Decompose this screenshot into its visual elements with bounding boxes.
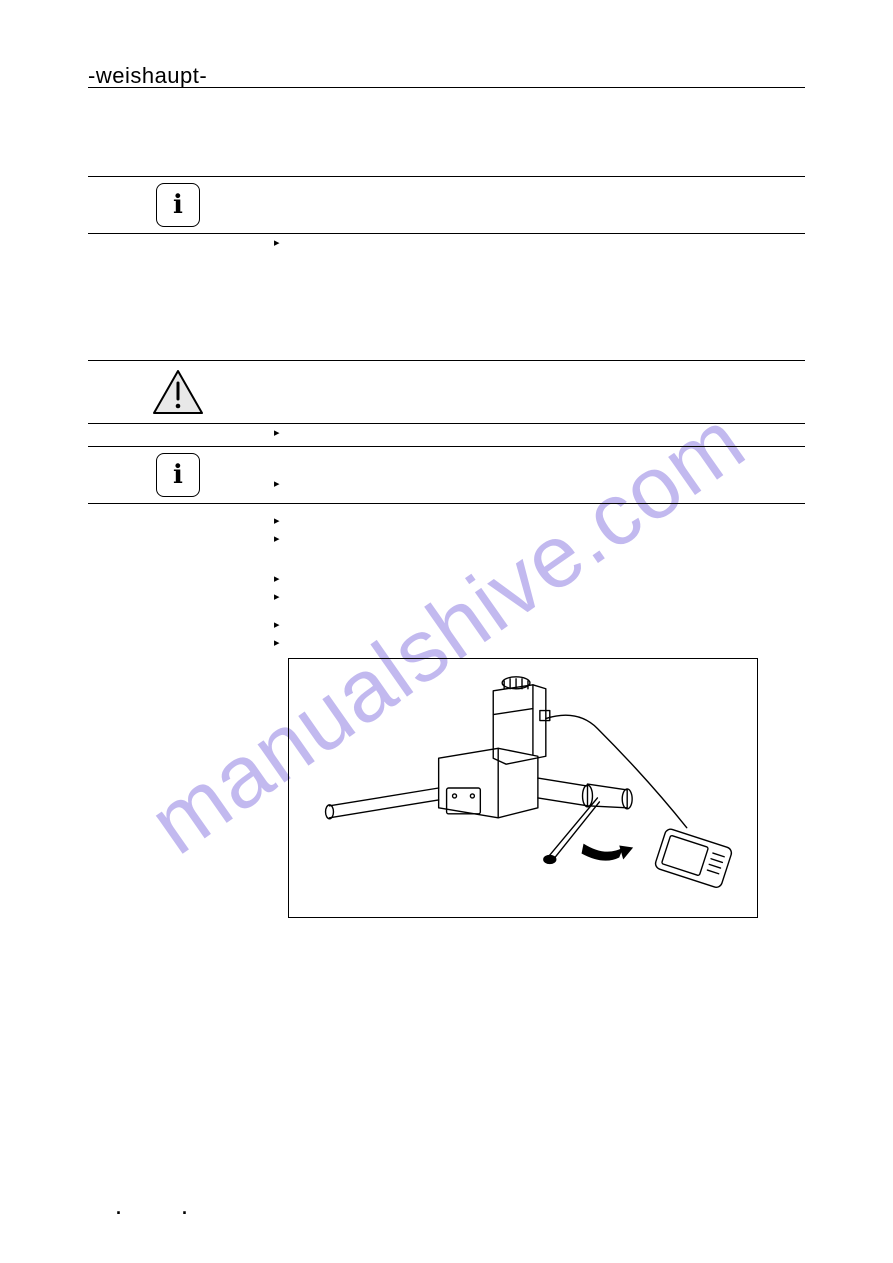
list-item — [288, 570, 805, 588]
info-icon: ℹ — [156, 183, 200, 227]
rule — [88, 446, 805, 447]
rule — [88, 503, 805, 504]
bullet-list — [288, 424, 805, 442]
list-item — [288, 512, 805, 530]
info-glyph: ℹ — [173, 190, 183, 220]
list-item — [288, 530, 805, 548]
list-item — [288, 234, 805, 252]
bullet-list — [288, 234, 805, 252]
brand-wordmark: -weishaupt- — [88, 63, 207, 89]
list-item — [288, 616, 805, 634]
page: -weishaupt- manualshive.com ℹ — [0, 0, 893, 1263]
list-item — [288, 634, 805, 652]
info-glyph: ℹ — [173, 460, 183, 490]
list-item — [288, 588, 805, 606]
warning-icon — [152, 369, 204, 415]
content-area: ℹ ℹ — [88, 100, 805, 918]
footer-dots: . . — [116, 1198, 215, 1219]
diagram-svg — [289, 659, 757, 917]
list-item — [288, 424, 805, 442]
bullet-list — [288, 570, 805, 606]
bullet-list — [288, 475, 805, 493]
bullet-list — [288, 512, 805, 548]
warning-triangle-svg — [152, 369, 204, 415]
rule — [88, 360, 805, 361]
list-item — [288, 475, 805, 493]
diagram-frame — [288, 658, 758, 918]
info-icon: ℹ — [156, 453, 200, 497]
rule — [88, 176, 805, 177]
bullet-list — [288, 616, 805, 652]
header-rule — [88, 87, 805, 88]
